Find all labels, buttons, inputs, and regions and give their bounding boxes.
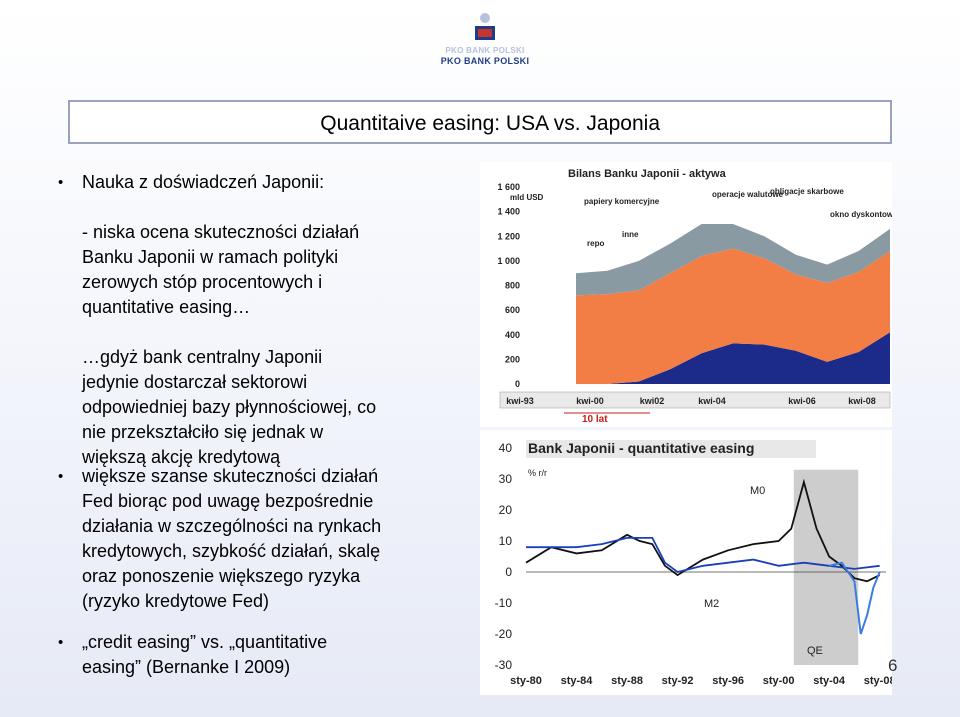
- chart1-x-tick: kwi-08: [848, 396, 876, 406]
- chart2-y-tick: 0: [505, 565, 512, 579]
- bullet-1-line: Nauka z doświadczeń Japonii:: [82, 172, 325, 192]
- bullet-3-line: easing” (Bernanke I 2009): [82, 657, 291, 677]
- logo-text-line1: PKO BANK POLSKI: [445, 46, 525, 55]
- chart2-ylabel: % r/r: [528, 468, 547, 478]
- bullet-1-line: [82, 320, 376, 345]
- chart1-y-tick: 600: [505, 305, 520, 315]
- slide-title-box: Quantitaive easing: USA vs. Japonia: [68, 100, 892, 144]
- chart2-y-tick: 10: [499, 534, 513, 548]
- chart2-x-tick: sty-88: [611, 675, 643, 687]
- chart2-y-tick: 30: [499, 472, 513, 486]
- chart1-x-tick: kwi-06: [788, 396, 816, 406]
- chart1-period-label: 10 lat: [582, 414, 608, 425]
- slide-title: Quantitaive easing: USA vs. Japonia: [320, 112, 660, 135]
- chart1-x-tick: kwi02: [640, 396, 665, 406]
- bullet-3-line: „credit easing” vs. „quantitative: [82, 632, 328, 652]
- chart1-annotation: repo: [587, 239, 604, 248]
- bullet-1-line: quantitative easing…: [82, 297, 251, 317]
- chart1-y-tick: 400: [505, 330, 520, 340]
- chart2-x-tick: sty-80: [510, 675, 542, 687]
- m2-label: M2: [704, 598, 719, 610]
- chart1-annotation: papiery komercyjne: [584, 197, 660, 206]
- chart2-x-tick: sty-04: [813, 675, 846, 687]
- chart2-y-tick: -30: [495, 658, 513, 672]
- bullet-1: Nauka z doświadczeń Japonii: - niska oce…: [82, 170, 376, 470]
- chart2-line-M0: [525, 478, 881, 583]
- bullet-2-line: Fed biorąc pod uwagę bezpośrednie: [82, 491, 374, 511]
- chart2-x-tick: sty-96: [712, 675, 744, 687]
- pko-logo: PKO BANK POLSKI PKO BANK POLSKI: [430, 12, 540, 68]
- boj-qe-chart: Bank Japonii - quantitative easing % r/r…: [480, 430, 896, 695]
- chart2-title: Bank Japonii - quantitative easing: [528, 440, 754, 456]
- chart2-y-tick: 20: [499, 503, 513, 517]
- chart1-y-tick: 0: [515, 379, 520, 389]
- bullet-1-line: odpowiedniej bazy płynnościowej, co: [82, 397, 377, 417]
- chart2-x-tick: sty-92: [662, 675, 694, 687]
- pko-emblem-icon: [475, 13, 495, 40]
- chart1-annotation: obligacje skarbowe: [770, 187, 844, 196]
- chart1-y-tick: 1 400: [497, 207, 520, 217]
- bullet-2: większe szanse skuteczności działań Fed …: [82, 464, 381, 614]
- chart1-x-tick: kwi-00: [576, 396, 604, 406]
- bullet-2-line: (ryzyko kredytowe Fed): [82, 591, 270, 611]
- chart1-x-tick: kwi-93: [506, 396, 534, 406]
- bullet-2-line: działania w szczególności na rynkach: [82, 516, 382, 536]
- chart1-y-tick: 1 600: [497, 182, 520, 192]
- chart1-annotation: okno dyskontowe: [830, 210, 892, 219]
- page-number: 6: [888, 656, 898, 675]
- bullet-1-line: [82, 195, 376, 220]
- chart2-y-tick: -20: [495, 627, 513, 641]
- bullet-1-line: nie przekształciło się jednak w: [82, 422, 324, 442]
- bullet-1-line: Banku Japonii w ramach polityki: [82, 247, 339, 267]
- m0-label: M0: [750, 485, 765, 497]
- chart1-annotation: inne: [622, 230, 639, 239]
- chart2-x-tick: sty-84: [561, 675, 594, 687]
- bullet-1-line: - niska ocena skuteczności działań: [82, 222, 360, 242]
- bullet-1-line: jedynie dostarczał sektorowi: [82, 372, 308, 392]
- bullet-3: „credit easing” vs. „quantitative easing…: [82, 630, 327, 680]
- chart1-annotation: operacje walutowe: [712, 190, 784, 199]
- bullet-dot: •: [58, 174, 64, 191]
- bullet-2-line: większe szanse skuteczności działań: [82, 466, 379, 486]
- bullet-2-line: oraz ponoszenie większego ryzyka: [82, 566, 361, 586]
- chart1-y-tick: 200: [505, 354, 520, 364]
- chart1-x-tick: kwi-04: [698, 396, 726, 406]
- chart1-ylabel: mld USD: [510, 193, 544, 202]
- chart2-line-unlabeled: [828, 561, 881, 635]
- chart2-x-tick: sty-00: [763, 675, 795, 687]
- bullet-dot: •: [58, 468, 64, 485]
- chart1-title: Bilans Banku Japonii - aktywa: [568, 168, 727, 180]
- chart1-y-tick: 1 200: [497, 231, 520, 241]
- bullet-2-line: kredytowych, szybkość działań, skalę: [82, 541, 381, 561]
- bullet-dot: •: [58, 634, 64, 651]
- bullet-1-line: …gdyż bank centralny Japonii: [82, 347, 323, 367]
- bullet-1-line: większą akcję kredytową: [82, 447, 281, 467]
- chart1-area-repo: [576, 332, 890, 384]
- boj-balance-chart: Bilans Banku Japonii - aktywa mld USD 0 2…: [480, 162, 898, 427]
- chart2-line-M2: [526, 537, 880, 573]
- chart2-x-tick: sty-08: [864, 675, 892, 687]
- qe-label: QE: [807, 645, 823, 657]
- chart2-y-tick: 40: [499, 441, 513, 455]
- chart1-area-obligacje-skarbowe: [576, 248, 890, 384]
- chart1-area-inne: [576, 223, 890, 296]
- chart1-y-tick: 800: [505, 281, 520, 291]
- logo-text-line2: PKO BANK POLSKI: [440, 56, 530, 66]
- bullet-1-line: zerowych stóp procentowych i: [82, 272, 323, 292]
- chart1-y-tick: 1 000: [497, 256, 520, 266]
- chart2-y-tick: -10: [495, 596, 513, 610]
